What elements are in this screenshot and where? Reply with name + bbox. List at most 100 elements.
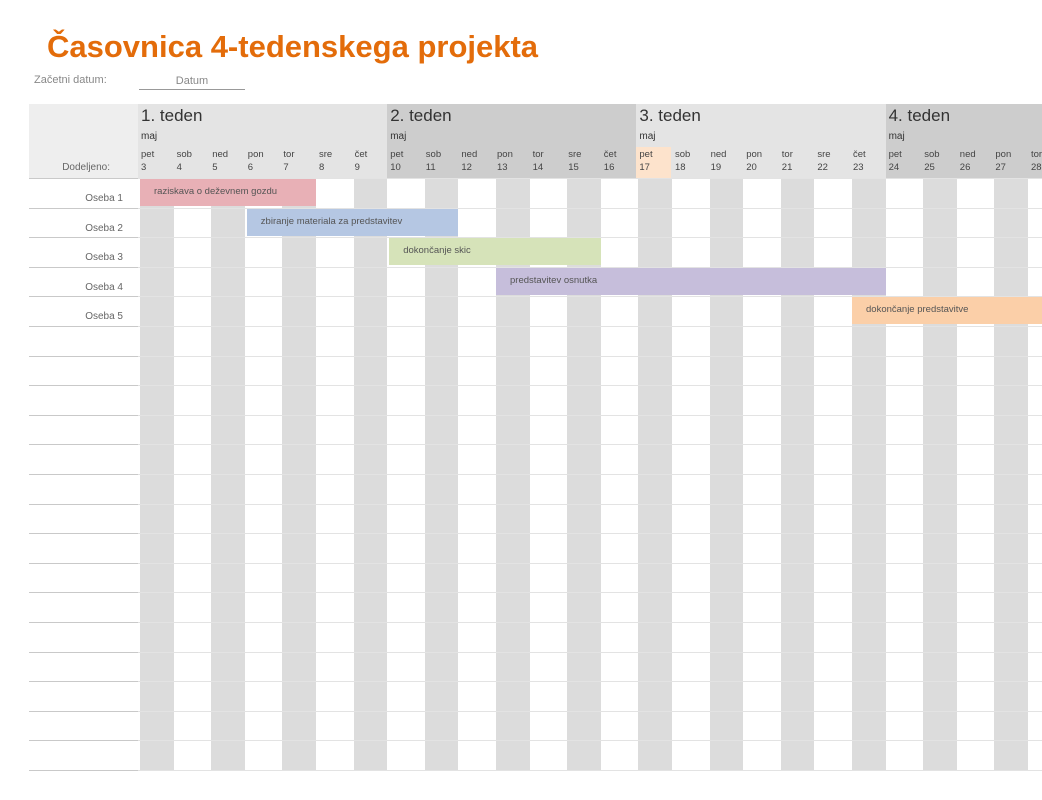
day-number: 11 bbox=[425, 162, 436, 173]
row-divider-left bbox=[29, 326, 138, 327]
month-label: maj bbox=[639, 131, 656, 142]
day-number: 13 bbox=[497, 162, 508, 173]
week-header-1 bbox=[138, 104, 389, 178]
day-number: 12 bbox=[461, 162, 472, 173]
row-divider bbox=[29, 355, 1042, 357]
day-number: 18 bbox=[675, 162, 686, 173]
row-divider-left bbox=[29, 562, 138, 564]
week-label: 3. teden bbox=[639, 106, 701, 125]
row-divider bbox=[29, 296, 1042, 298]
day-of-week: tor bbox=[781, 149, 793, 160]
day-number: 14 bbox=[532, 162, 544, 173]
row-divider bbox=[29, 444, 1042, 446]
day-of-week: sre bbox=[817, 149, 831, 160]
task-bar[interactable]: dokončanje predstavitve bbox=[852, 297, 1042, 325]
row-divider bbox=[29, 266, 1042, 268]
assignee-label: Oseba 2 bbox=[85, 222, 123, 234]
day-number: 15 bbox=[568, 162, 579, 173]
week-header-3 bbox=[636, 104, 887, 178]
day-of-week: čet bbox=[354, 149, 368, 160]
row-divider bbox=[29, 178, 1042, 179]
task-label: dokončanje skic bbox=[403, 245, 471, 257]
day-of-week: ned bbox=[710, 149, 727, 160]
day-number: 6 bbox=[247, 162, 254, 173]
day-number: 8 bbox=[319, 162, 325, 173]
day-of-week: pon bbox=[995, 149, 1012, 160]
row-divider bbox=[29, 474, 1042, 475]
row-divider-left bbox=[29, 266, 138, 268]
task-bar[interactable]: zbiranje materiala za predstavitev bbox=[246, 208, 459, 236]
row-divider bbox=[29, 414, 1042, 416]
task-label: raziskava o deževnem gozdu bbox=[154, 186, 278, 197]
task-bar[interactable]: dokončanje skic bbox=[389, 238, 601, 266]
day-number: 16 bbox=[603, 162, 615, 173]
week-label: 2. teden bbox=[390, 106, 452, 125]
row-divider-left bbox=[29, 474, 138, 475]
row-divider bbox=[29, 503, 1042, 505]
month-label: maj bbox=[390, 131, 407, 142]
assignee-label: Oseba 4 bbox=[85, 281, 123, 293]
row-divider-left bbox=[29, 414, 138, 416]
day-of-week: sob bbox=[425, 149, 442, 160]
day-of-week: pet bbox=[141, 149, 155, 160]
row-divider bbox=[29, 651, 1042, 653]
row-divider-left bbox=[29, 592, 138, 594]
day-of-week: pet bbox=[639, 149, 653, 160]
row-divider bbox=[29, 770, 1042, 771]
row-divider-left bbox=[29, 296, 138, 298]
row-divider-left bbox=[29, 651, 138, 653]
assigned-label: Dodeljeno: bbox=[62, 162, 110, 173]
today-highlight bbox=[636, 147, 672, 178]
row-divider-left bbox=[29, 237, 138, 239]
row-divider bbox=[29, 740, 1042, 742]
row-divider-left bbox=[29, 770, 138, 771]
row-divider-left bbox=[29, 444, 138, 446]
week-header-2 bbox=[387, 104, 638, 178]
day-of-week: pon bbox=[746, 149, 763, 160]
page-title: Časovnica 4-tedenskega projekta bbox=[47, 29, 539, 64]
row-divider bbox=[29, 622, 1042, 623]
day-number: 3 bbox=[141, 162, 147, 173]
assignee-label: Oseba 5 bbox=[85, 311, 123, 323]
day-of-week: ned bbox=[959, 149, 976, 160]
task-label: predstavitev osnutka bbox=[510, 274, 598, 286]
month-label: maj bbox=[888, 131, 905, 142]
row-divider-left bbox=[29, 622, 138, 623]
assignee-label: Oseba 3 bbox=[85, 252, 123, 264]
day-number: 26 bbox=[959, 162, 971, 173]
day-of-week: ned bbox=[461, 149, 478, 160]
task-bar[interactable]: raziskava o deževnem gozdu bbox=[140, 179, 316, 206]
row-divider-left bbox=[29, 710, 138, 712]
day-number: 17 bbox=[639, 162, 650, 173]
day-of-week: sob bbox=[675, 149, 691, 160]
week-label: 1. teden bbox=[141, 106, 203, 125]
day-of-week: tor bbox=[1031, 149, 1042, 160]
day-of-week: pet bbox=[888, 149, 902, 160]
row-divider bbox=[29, 533, 1042, 535]
day-of-week: tor bbox=[283, 149, 295, 160]
day-number: 9 bbox=[354, 162, 360, 173]
task-bar[interactable]: predstavitev osnutka bbox=[496, 267, 886, 295]
day-of-week: pon bbox=[497, 149, 513, 160]
assignee-label: Oseba 1 bbox=[85, 193, 123, 204]
day-number: 23 bbox=[853, 162, 864, 173]
row-divider bbox=[29, 207, 1042, 209]
month-label: maj bbox=[141, 131, 158, 142]
day-number: 4 bbox=[176, 162, 182, 173]
day-number: 20 bbox=[746, 162, 757, 173]
week-label: 4. teden bbox=[888, 106, 951, 125]
row-divider-left bbox=[29, 740, 138, 742]
day-of-week: sre bbox=[319, 149, 333, 160]
row-divider bbox=[29, 237, 1042, 239]
start-date-input[interactable] bbox=[139, 73, 245, 90]
day-of-week: čet bbox=[603, 149, 617, 160]
day-of-week: sob bbox=[924, 149, 940, 160]
day-number: 10 bbox=[390, 162, 401, 173]
day-number: 27 bbox=[995, 162, 1006, 173]
day-number: 19 bbox=[710, 162, 722, 173]
row-divider bbox=[29, 681, 1042, 683]
assignee-column-header bbox=[29, 104, 138, 178]
day-of-week: sob bbox=[176, 149, 192, 160]
row-divider-left bbox=[29, 355, 138, 357]
day-of-week: pet bbox=[390, 149, 404, 160]
